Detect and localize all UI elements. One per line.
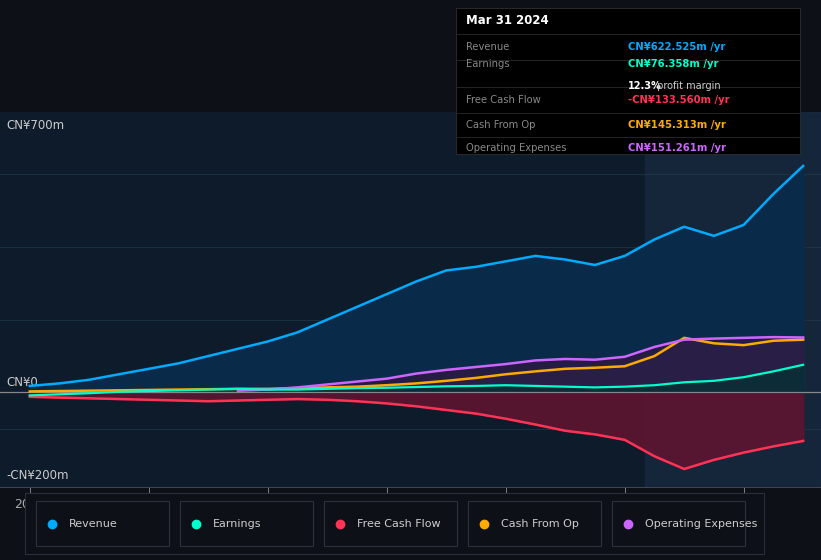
Text: CN¥622.525m /yr: CN¥622.525m /yr [628, 42, 726, 52]
Text: Revenue: Revenue [466, 42, 509, 52]
Text: Mar 31 2024: Mar 31 2024 [466, 14, 548, 27]
Text: CN¥0: CN¥0 [7, 376, 39, 389]
Text: Cash From Op: Cash From Op [466, 120, 535, 130]
Text: CN¥151.261m /yr: CN¥151.261m /yr [628, 143, 726, 153]
Text: Earnings: Earnings [466, 59, 510, 69]
Text: CN¥76.358m /yr: CN¥76.358m /yr [628, 59, 718, 69]
Text: -CN¥200m: -CN¥200m [7, 469, 69, 482]
Text: profit margin: profit margin [654, 81, 721, 91]
Text: CN¥700m: CN¥700m [7, 119, 65, 132]
Text: 12.3%: 12.3% [628, 81, 662, 91]
Text: Earnings: Earnings [213, 519, 262, 529]
Text: Operating Expenses: Operating Expenses [466, 143, 566, 153]
Text: Free Cash Flow: Free Cash Flow [466, 95, 541, 105]
Text: Revenue: Revenue [69, 519, 117, 529]
Text: Free Cash Flow: Free Cash Flow [357, 519, 441, 529]
Text: Operating Expenses: Operating Expenses [645, 519, 758, 529]
Text: -CN¥133.560m /yr: -CN¥133.560m /yr [628, 95, 730, 105]
Text: Cash From Op: Cash From Op [502, 519, 579, 529]
Bar [645, 112, 821, 487]
Text: CN¥145.313m /yr: CN¥145.313m /yr [628, 120, 726, 130]
